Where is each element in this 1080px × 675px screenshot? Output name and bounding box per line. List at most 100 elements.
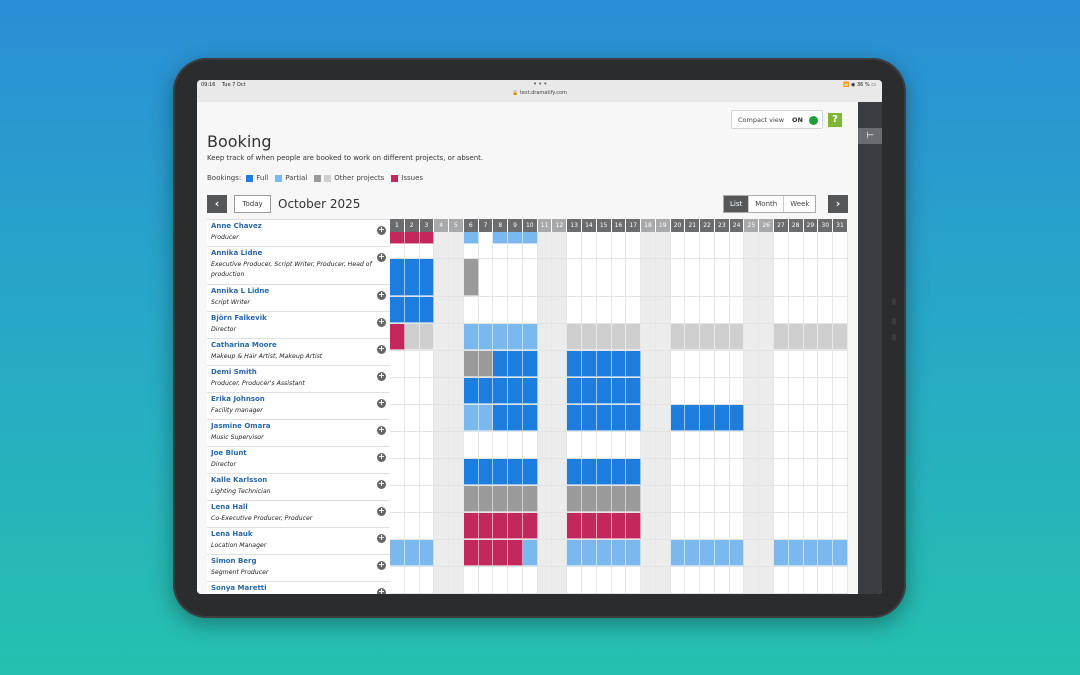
booking-cell[interactable]: [596, 540, 612, 566]
booking-cell[interactable]: [419, 540, 435, 566]
booking-cell[interactable]: [522, 486, 538, 512]
day-column[interactable]: [789, 232, 804, 594]
day-column[interactable]: [390, 232, 405, 594]
booking-cell[interactable]: [626, 378, 642, 404]
booking-cell[interactable]: [582, 459, 597, 485]
add-booking-icon[interactable]: +: [377, 506, 386, 516]
booking-cell[interactable]: [626, 513, 642, 539]
booking-cell[interactable]: [788, 324, 804, 350]
booking-cell[interactable]: [567, 324, 582, 350]
booking-cell[interactable]: [390, 232, 405, 244]
booking-cell[interactable]: [714, 405, 730, 431]
booking-cell[interactable]: [493, 486, 509, 512]
booking-cell[interactable]: [508, 324, 523, 350]
booking-cell[interactable]: [596, 405, 612, 431]
booking-cell[interactable]: [567, 459, 582, 485]
booking-cell[interactable]: [463, 378, 479, 404]
day-column[interactable]: [641, 232, 656, 594]
booking-cell[interactable]: [522, 405, 538, 431]
booking-cell[interactable]: [582, 378, 597, 404]
add-booking-icon[interactable]: +: [377, 560, 386, 570]
booking-cell[interactable]: [522, 459, 538, 485]
booking-cell[interactable]: [567, 540, 582, 566]
booking-cell[interactable]: [582, 324, 597, 350]
booking-cell[interactable]: [419, 232, 435, 244]
booking-cell[interactable]: [404, 324, 420, 350]
booking-cell[interactable]: [611, 405, 627, 431]
day-column[interactable]: [449, 232, 464, 594]
booking-cell[interactable]: [493, 378, 509, 404]
booking-cell[interactable]: [670, 540, 686, 566]
booking-cell[interactable]: [508, 540, 523, 566]
booking-cell[interactable]: [700, 540, 715, 566]
booking-cell[interactable]: [670, 324, 686, 350]
add-booking-icon[interactable]: +: [377, 479, 386, 489]
add-booking-icon[interactable]: +: [377, 252, 386, 262]
booking-cell[interactable]: [463, 459, 479, 485]
booking-cell[interactable]: [818, 324, 834, 350]
booking-cell[interactable]: [493, 324, 509, 350]
booking-cell[interactable]: [833, 540, 848, 566]
booking-cell[interactable]: [404, 297, 420, 323]
day-column[interactable]: [537, 232, 553, 594]
booking-cell[interactable]: [463, 259, 479, 296]
booking-cell[interactable]: [463, 486, 479, 512]
booking-cell[interactable]: [493, 351, 509, 377]
booking-cell[interactable]: [729, 540, 745, 566]
booking-cell[interactable]: [582, 486, 597, 512]
add-booking-icon[interactable]: +: [377, 344, 386, 354]
booking-cell[interactable]: [626, 486, 642, 512]
booking-cell[interactable]: [522, 378, 538, 404]
booking-cell[interactable]: [419, 259, 435, 296]
booking-cell[interactable]: [522, 540, 538, 566]
booking-cell[interactable]: [685, 405, 701, 431]
booking-cell[interactable]: [582, 513, 597, 539]
booking-cell[interactable]: [596, 324, 612, 350]
previous-month-button[interactable]: ‹: [207, 195, 227, 213]
booking-cell[interactable]: [463, 513, 479, 539]
booking-cell[interactable]: [596, 459, 612, 485]
person-name[interactable]: Annika Lidne: [211, 249, 263, 257]
person-name[interactable]: Demi Smith: [211, 368, 257, 376]
booking-cell[interactable]: [390, 324, 405, 350]
booking-cell[interactable]: [508, 513, 523, 539]
day-column[interactable]: [744, 232, 760, 594]
booking-cell[interactable]: [611, 378, 627, 404]
booking-cell[interactable]: [522, 232, 538, 244]
booking-cell[interactable]: [774, 540, 789, 566]
day-column[interactable]: [774, 232, 789, 594]
person-name[interactable]: Annika L Lidne: [211, 287, 270, 295]
booking-cell[interactable]: [478, 324, 494, 350]
add-booking-icon[interactable]: +: [377, 588, 386, 594]
booking-cell[interactable]: [522, 324, 538, 350]
booking-cell[interactable]: [404, 259, 420, 296]
booking-cell[interactable]: [478, 351, 494, 377]
add-booking-icon[interactable]: +: [377, 425, 386, 435]
booking-cell[interactable]: [463, 405, 479, 431]
booking-cell[interactable]: [685, 540, 701, 566]
booking-cell[interactable]: [567, 378, 582, 404]
booking-cell[interactable]: [508, 459, 523, 485]
day-column[interactable]: [552, 232, 568, 594]
person-name[interactable]: Simon Berg: [211, 557, 257, 565]
booking-cell[interactable]: [478, 459, 494, 485]
add-booking-icon[interactable]: +: [377, 225, 386, 235]
booking-cell[interactable]: [626, 459, 642, 485]
booking-cell[interactable]: [493, 405, 509, 431]
booking-cell[interactable]: [567, 513, 582, 539]
booking-cell[interactable]: [508, 405, 523, 431]
day-column[interactable]: [759, 232, 775, 594]
booking-cell[interactable]: [788, 540, 804, 566]
booking-cell[interactable]: [714, 540, 730, 566]
booking-cell[interactable]: [478, 540, 494, 566]
booking-cell[interactable]: [478, 486, 494, 512]
person-name[interactable]: Joe Blunt: [211, 449, 247, 457]
today-button[interactable]: Today: [234, 195, 271, 213]
booking-cell[interactable]: [567, 486, 582, 512]
booking-cell[interactable]: [390, 297, 405, 323]
view-month-button[interactable]: Month: [748, 196, 783, 212]
booking-cell[interactable]: [522, 513, 538, 539]
person-name[interactable]: Björn Falkevik: [211, 314, 267, 322]
person-name[interactable]: Lena Hall: [211, 503, 248, 511]
booking-cell[interactable]: [419, 324, 435, 350]
